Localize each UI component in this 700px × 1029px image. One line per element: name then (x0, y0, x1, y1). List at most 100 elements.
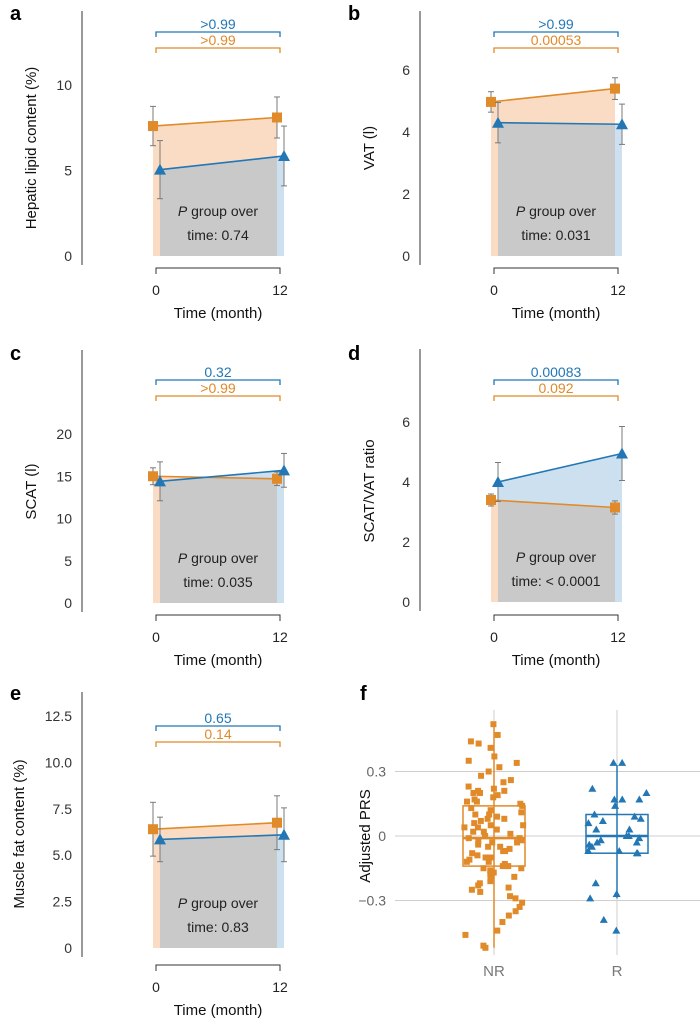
nr-point (470, 790, 477, 796)
y-axis-label: VAT (l) (361, 126, 378, 170)
nr-marker-square (148, 121, 158, 132)
nr-point (489, 839, 496, 846)
x-axis-label: Time (month) (174, 1002, 263, 1019)
panel-letter: b (348, 3, 360, 25)
r-point (618, 795, 627, 803)
bracket-nr (155, 47, 281, 53)
y-tick-label: 0.3 (367, 764, 387, 780)
panel-d: d 0 2 4 6 SCAT/VAT ratio 0 12 Time (month) 0.0008… (338, 340, 688, 684)
bracket-label-r: >0.99 (200, 16, 236, 32)
r-point (630, 812, 639, 820)
r-point (622, 832, 631, 839)
x-axis-label: Time (month) (174, 652, 263, 669)
nr-point (484, 815, 491, 822)
x-axis-line (155, 614, 281, 621)
nr-point (485, 858, 492, 865)
r-point (590, 810, 599, 818)
p-label: group over (187, 550, 258, 566)
nr-point (502, 848, 509, 855)
bracket-label-nr: >0.99 (200, 380, 236, 396)
bracket-label-r: 0.00083 (531, 364, 582, 380)
y-tick-label: 15 (56, 468, 72, 484)
y-tick-label: 0 (64, 248, 72, 264)
nr-point (501, 815, 508, 822)
r-point (609, 758, 618, 766)
p-symbol: P (178, 203, 188, 219)
nr-point (497, 843, 504, 850)
overlap-area (160, 155, 277, 256)
nr-point (475, 740, 482, 747)
nr-point (487, 822, 494, 829)
nr-point (506, 845, 513, 852)
x-tick-label: 0 (152, 629, 160, 645)
panel-letter: d (348, 343, 360, 365)
r-marker-triangle (278, 828, 290, 840)
p-label: group over (525, 549, 596, 565)
x-axis-label: Time (month) (512, 652, 601, 669)
r-marker-triangle (616, 447, 628, 459)
nr-point (505, 912, 512, 919)
box-nr (462, 805, 526, 867)
p-annotation-line2: time: 0.031 (521, 227, 590, 243)
nr-point (487, 744, 494, 751)
p-annotation-line2: time: 0.74 (187, 227, 249, 243)
y-axis-label: Hepatic lipid content (%) (23, 67, 40, 230)
bracket-nr (155, 395, 281, 401)
nr-point (506, 893, 513, 900)
x-tick-label: 12 (272, 629, 288, 645)
nr-point (485, 768, 492, 775)
nr-point (480, 828, 487, 835)
r-marker-triangle (616, 118, 628, 130)
y-axis-label: Muscle fat content (%) (11, 759, 28, 908)
nr-point (512, 895, 519, 902)
r-point (615, 847, 624, 855)
nr-point (463, 858, 470, 865)
nr-point (488, 854, 495, 861)
nr-point (471, 820, 478, 827)
y-tick-label: 12.5 (45, 708, 72, 724)
r-point (587, 842, 596, 850)
r-point (598, 816, 607, 824)
nr-point (462, 931, 469, 938)
r-point (625, 825, 634, 833)
p-annotation-line2: time: 0.035 (183, 574, 252, 590)
y-tick-label: 2 (402, 534, 410, 550)
p-symbol: P (178, 895, 188, 911)
nr-point (500, 779, 507, 786)
bracket-r (155, 31, 281, 37)
nr-point (494, 731, 501, 738)
bracket-r (155, 379, 281, 385)
nr-point (464, 798, 471, 805)
nr-line (152, 821, 278, 831)
r-marker-triangle (154, 833, 166, 845)
panel-letter: a (10, 3, 22, 25)
r-point (612, 926, 621, 934)
nr-point (490, 721, 497, 728)
y-tick-label: 10 (56, 77, 72, 93)
nr-point (467, 738, 474, 745)
nr-marker-square (272, 112, 282, 123)
bracket-r (493, 31, 619, 37)
nr-marker-square (272, 473, 282, 484)
nr-point (475, 882, 482, 889)
nr-point (474, 824, 481, 831)
y-tick-label: 0 (64, 595, 72, 611)
r-marker-triangle (154, 475, 166, 487)
r-point (611, 801, 620, 809)
x-axis-line (155, 964, 281, 971)
p-annotation-line1: P group over (516, 203, 597, 219)
nr-marker-square (610, 83, 620, 94)
y-axis-label: SCAT (l) (23, 463, 40, 519)
y-tick-label: 2 (402, 186, 410, 202)
nr-point (480, 865, 487, 872)
nr-point (482, 944, 489, 951)
r-marker-triangle (154, 163, 166, 175)
y-tick-label: 5.0 (53, 847, 73, 863)
p-symbol: P (516, 549, 526, 565)
x-axis-line (155, 267, 281, 274)
y-tick-label: 0 (402, 594, 410, 610)
nr-point (518, 809, 525, 816)
nr-point (496, 764, 503, 771)
x-tick-label: 12 (272, 282, 288, 298)
p-annotation-line2: time: 0.83 (187, 919, 249, 935)
